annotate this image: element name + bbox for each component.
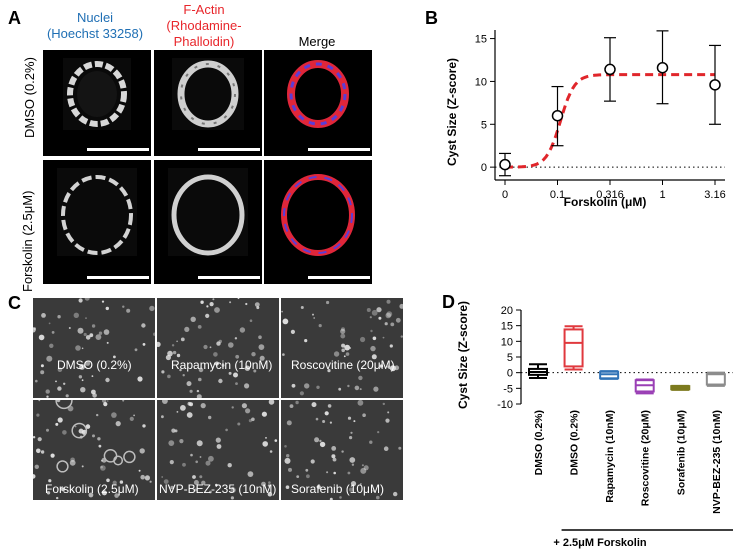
d-category-label: Rapamycin (10nM) — [604, 410, 616, 503]
scale-bar — [198, 276, 260, 279]
cyst-image-tile: Forskolin (2.5μM) — [33, 400, 155, 500]
cyst-image-label: Roscovitine (20μM) — [291, 358, 395, 372]
micrograph-factin-dmso — [154, 50, 262, 156]
cyst-image-label: Sorafenib (10μM) — [291, 482, 384, 496]
header-nuclei: Nuclei (Hoechst 33258) — [35, 10, 155, 42]
cyst-image-tile: Sorafenib (10μM) — [281, 400, 403, 500]
b-ytick-label: 15 — [475, 34, 487, 46]
scale-bar — [87, 276, 149, 279]
header-nuclei-line1: Nuclei — [76, 10, 114, 25]
scale-bar — [198, 148, 260, 151]
cyst-image-tile: DMSO (0.2%) — [33, 298, 155, 398]
b-xtick-label: 1 — [659, 189, 665, 201]
micrograph-factin-forskolin — [154, 160, 262, 284]
cyst-image-label: NVP-BEZ-235 (10nM) — [159, 482, 277, 496]
scale-bar — [308, 148, 370, 151]
b-xtick-label: 0.1 — [550, 189, 565, 201]
micrograph-nuclei-forskolin — [43, 160, 151, 284]
header-nuclei-line2: (Hoechst 33258) — [46, 26, 144, 41]
b-xtick-label: 0.316 — [596, 189, 624, 201]
d-category-label: DMSO (0.2%) — [569, 410, 581, 475]
row-label-forskolin: Forskolin (2.5μM) — [20, 190, 35, 292]
header-factin: F-Actin (Rhodamine- Phalloidin) — [148, 2, 260, 50]
header-factin-line1: F-Actin — [183, 2, 225, 17]
cyst-image-label: Rapamycin (10nM) — [171, 358, 273, 372]
d-category-label: DMSO (0.2%) — [533, 410, 545, 475]
cyst-image-label: Forskolin (2.5μM) — [45, 482, 139, 496]
b-ytick-label: 10 — [475, 76, 487, 88]
d-ytick-label: 15 — [501, 321, 513, 333]
header-factin-line3: Phalloidin) — [173, 34, 235, 49]
b-ytick-label: 5 — [481, 119, 487, 131]
scale-bar — [308, 276, 370, 279]
d-box — [563, 328, 584, 368]
b-ylabel: Cyst Size (Z-score) — [445, 58, 459, 166]
d-ytick-label: 5 — [507, 352, 513, 364]
b-xtick-label: 3.16 — [704, 189, 725, 201]
cyst-image-tile: NVP-BEZ-235 (10nM) — [157, 400, 279, 500]
d-category-label: Roscovitine (20μM) — [640, 410, 652, 506]
panel-a-label: A — [8, 8, 21, 28]
panel-c-label: C — [8, 293, 21, 313]
d-category-label: NVP-BEZ-235 (10nM) — [711, 410, 723, 514]
d-ytick-label: -5 — [503, 383, 513, 395]
cyst-image-label: DMSO (0.2%) — [57, 358, 132, 372]
d-ytick-label: -10 — [497, 399, 513, 411]
panel-d-label: D — [442, 292, 455, 312]
d-ytick-label: 0 — [507, 368, 513, 380]
d-ytick-label: 20 — [501, 305, 513, 317]
scale-bar — [87, 148, 149, 151]
cyst-image-tile: Roscovitine (20μM) — [281, 298, 403, 398]
b-xlabel: Forskolin (μM) — [564, 195, 647, 209]
micrograph-merge-forskolin — [264, 160, 372, 284]
d-category-label: Sorafenib (10μM) — [675, 410, 687, 495]
micrograph-nuclei-dmso — [43, 50, 151, 156]
b-data-point — [656, 61, 669, 74]
dose-response-chart: 0 5 10 15 0 0.1 0.316 1 3.16 Cyst Size (Z-score)… — [445, 30, 726, 209]
row-label-dmso: DMSO (0.2%) — [22, 57, 37, 138]
b-ytick-label: 0 — [481, 162, 487, 174]
header-merge: Merge — [298, 34, 336, 49]
d-group-label: + 2.5μM Forskolin — [553, 537, 647, 549]
panel-b-label: B — [425, 8, 438, 28]
b-xtick-label: 0 — [502, 189, 508, 201]
b-data-point — [604, 63, 616, 76]
d-ytick-label: 10 — [501, 336, 513, 348]
header-factin-line2: (Rhodamine- — [166, 18, 242, 33]
d-box — [705, 373, 726, 386]
boxplot-chart: -10 -5 0 5 10 15 20 DMSO (0.2%) DMSO (0.2%) Rapam… — [456, 301, 733, 549]
micrograph-merge-dmso — [264, 50, 372, 156]
d-ylabel: Cyst Size (Z-score) — [456, 301, 470, 409]
cyst-image-tile: Rapamycin (10nM) — [157, 298, 279, 398]
b-data-point — [709, 79, 721, 91]
b-data-point — [551, 109, 564, 122]
b-data-point — [499, 158, 511, 171]
